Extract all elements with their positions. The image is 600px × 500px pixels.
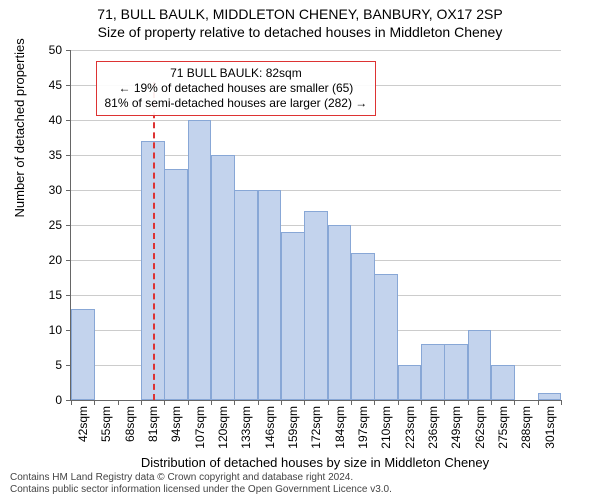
xtick-label: 249sqm — [450, 406, 462, 456]
histogram-bar — [211, 155, 235, 400]
ytick-label: 5 — [0, 359, 62, 371]
gridline — [71, 120, 561, 121]
xtick-mark — [94, 400, 95, 405]
histogram-bar — [71, 309, 95, 400]
footer-line-2: Contains public sector information licen… — [10, 484, 392, 496]
xtick-label: 133sqm — [240, 406, 252, 456]
histogram-bar — [281, 232, 305, 400]
ytick-mark — [66, 190, 71, 191]
xtick-label: 184sqm — [334, 406, 346, 456]
xtick-mark — [118, 400, 119, 405]
xtick-label: 236sqm — [427, 406, 439, 456]
histogram-bar — [468, 330, 492, 400]
xtick-mark — [491, 400, 492, 405]
ytick-mark — [66, 120, 71, 121]
xtick-label: 210sqm — [380, 406, 392, 456]
ytick-mark — [66, 50, 71, 51]
xtick-mark — [164, 400, 165, 405]
xtick-mark — [468, 400, 469, 405]
ytick-label: 50 — [0, 44, 62, 56]
plot-area: 42sqm55sqm68sqm81sqm94sqm107sqm120sqm133… — [70, 50, 561, 401]
ytick-mark — [66, 85, 71, 86]
xtick-label: 120sqm — [217, 406, 229, 456]
xtick-mark — [304, 400, 305, 405]
histogram-bar — [351, 253, 375, 400]
xtick-mark — [421, 400, 422, 405]
histogram-bar — [164, 169, 188, 400]
ytick-label: 10 — [0, 324, 62, 336]
xtick-label: 197sqm — [357, 406, 369, 456]
xtick-mark — [328, 400, 329, 405]
xtick-label: 68sqm — [124, 406, 136, 456]
annotation-line: ← 19% of detached houses are smaller (65… — [105, 81, 368, 96]
annotation-line: 81% of semi-detached houses are larger (… — [105, 96, 368, 111]
xtick-mark — [281, 400, 282, 405]
ytick-mark — [66, 225, 71, 226]
ytick-mark — [66, 260, 71, 261]
histogram-bar — [444, 344, 468, 400]
xtick-label: 262sqm — [474, 406, 486, 456]
gridline — [71, 50, 561, 51]
xtick-label: 159sqm — [287, 406, 299, 456]
histogram-bar — [421, 344, 445, 400]
xtick-label: 223sqm — [404, 406, 416, 456]
xtick-label: 107sqm — [194, 406, 206, 456]
ytick-label: 30 — [0, 184, 62, 196]
xtick-label: 81sqm — [147, 406, 159, 456]
ytick-label: 40 — [0, 114, 62, 126]
xtick-mark — [444, 400, 445, 405]
histogram-bar — [374, 274, 398, 400]
chart-container: 71, BULL BAULK, MIDDLETON CHENEY, BANBUR… — [0, 0, 600, 500]
xtick-label: 288sqm — [520, 406, 532, 456]
histogram-bar — [258, 190, 282, 400]
xtick-mark — [398, 400, 399, 405]
ytick-mark — [66, 155, 71, 156]
xtick-mark — [188, 400, 189, 405]
title-line-2: Size of property relative to detached ho… — [0, 24, 600, 40]
histogram-bar — [538, 393, 562, 400]
xtick-label: 275sqm — [497, 406, 509, 456]
xtick-mark — [351, 400, 352, 405]
x-axis-label: Distribution of detached houses by size … — [70, 455, 560, 470]
xtick-mark — [538, 400, 539, 405]
ytick-label: 15 — [0, 289, 62, 301]
xtick-label: 172sqm — [310, 406, 322, 456]
annotation-box: 71 BULL BAULK: 82sqm← 19% of detached ho… — [96, 61, 377, 116]
xtick-label: 42sqm — [77, 406, 89, 456]
xtick-mark — [234, 400, 235, 405]
annotation-line: 71 BULL BAULK: 82sqm — [105, 66, 368, 81]
xtick-label: 55sqm — [100, 406, 112, 456]
xtick-mark — [71, 400, 72, 405]
xtick-mark — [514, 400, 515, 405]
ytick-label: 45 — [0, 79, 62, 91]
xtick-label: 94sqm — [170, 406, 182, 456]
ytick-label: 0 — [0, 394, 62, 406]
histogram-bar — [188, 120, 212, 400]
xtick-mark — [561, 400, 562, 405]
histogram-bar — [491, 365, 515, 400]
footer-line-1: Contains HM Land Registry data © Crown c… — [10, 472, 392, 484]
xtick-mark — [211, 400, 212, 405]
histogram-bar — [304, 211, 328, 400]
ytick-mark — [66, 295, 71, 296]
xtick-mark — [258, 400, 259, 405]
histogram-bar — [328, 225, 352, 400]
xtick-label: 301sqm — [544, 406, 556, 456]
histogram-bar — [234, 190, 258, 400]
footer-attribution: Contains HM Land Registry data © Crown c… — [10, 472, 392, 496]
marker-line — [153, 82, 155, 401]
histogram-bar — [398, 365, 422, 400]
title-line-1: 71, BULL BAULK, MIDDLETON CHENEY, BANBUR… — [0, 6, 600, 22]
ytick-label: 25 — [0, 219, 62, 231]
ytick-label: 35 — [0, 149, 62, 161]
xtick-mark — [141, 400, 142, 405]
xtick-mark — [374, 400, 375, 405]
ytick-label: 20 — [0, 254, 62, 266]
xtick-label: 146sqm — [264, 406, 276, 456]
